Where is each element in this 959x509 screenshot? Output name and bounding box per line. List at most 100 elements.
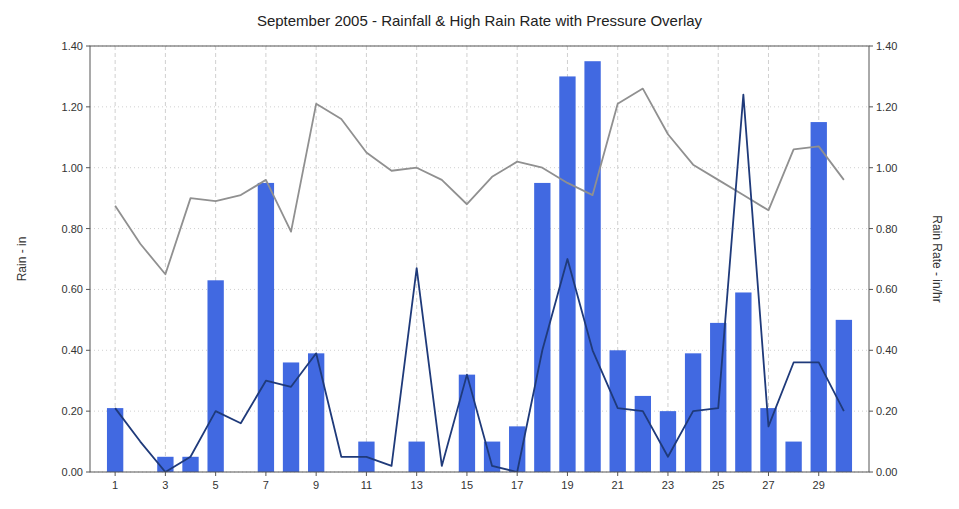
x-tick-label: 29 xyxy=(813,479,825,491)
x-tick-label: 19 xyxy=(561,479,573,491)
y2-tick-label: 0.60 xyxy=(876,283,897,295)
x-tick-label: 13 xyxy=(411,479,423,491)
x-tick xyxy=(265,472,266,476)
bar xyxy=(258,183,274,472)
bar xyxy=(811,122,827,472)
y-axis-label: Rain - in xyxy=(15,237,29,282)
bar xyxy=(785,442,801,472)
line xyxy=(115,95,844,472)
y-tick xyxy=(86,106,90,107)
x-tick xyxy=(416,472,417,476)
axes: 13579111315171921232527290.000.200.400.6… xyxy=(62,40,898,491)
line xyxy=(115,89,844,275)
bar xyxy=(836,320,852,472)
y-tick xyxy=(86,350,90,351)
y-tick-label: 0.00 xyxy=(62,466,83,478)
x-grid-line xyxy=(416,46,417,472)
y-tick xyxy=(86,228,90,229)
bar xyxy=(635,396,651,472)
y2-tick-label: 0.40 xyxy=(876,344,897,356)
x-tick xyxy=(667,472,668,476)
y2-tick xyxy=(869,472,873,473)
y-tick-label: 0.40 xyxy=(62,344,83,356)
chart: 13579111315171921232527290.000.200.400.6… xyxy=(0,0,959,509)
y2-tick-label: 1.40 xyxy=(876,40,897,52)
x-tick xyxy=(215,472,216,476)
bar xyxy=(459,375,475,472)
x-tick xyxy=(517,472,518,476)
x-grid-line xyxy=(517,46,518,472)
y2-tick xyxy=(869,167,873,168)
x-tick xyxy=(115,472,116,476)
y-grid-line xyxy=(90,106,869,107)
bar xyxy=(584,61,600,472)
x-tick xyxy=(567,472,568,476)
y2-axis-label: Rain Rate - in/hr xyxy=(930,215,944,302)
bar xyxy=(207,280,223,472)
y2-tick xyxy=(869,350,873,351)
x-tick xyxy=(768,472,769,476)
x-tick xyxy=(165,472,166,476)
y-tick xyxy=(86,289,90,290)
x-tick-label: 9 xyxy=(313,479,319,491)
y2-tick xyxy=(869,228,873,229)
marks xyxy=(107,61,852,472)
plot-frame xyxy=(90,46,869,472)
x-tick-label: 7 xyxy=(263,479,269,491)
y-tick-label: 1.40 xyxy=(62,40,83,52)
x-tick-label: 21 xyxy=(612,479,624,491)
y2-tick xyxy=(869,411,873,412)
x-tick xyxy=(466,472,467,476)
y-tick xyxy=(86,46,90,47)
bar xyxy=(610,350,626,472)
bar xyxy=(735,292,751,472)
y-tick xyxy=(86,167,90,168)
x-tick-label: 25 xyxy=(712,479,724,491)
y-tick-label: 0.60 xyxy=(62,283,83,295)
x-grid-line xyxy=(366,46,367,472)
bar xyxy=(660,411,676,472)
y2-tick xyxy=(869,106,873,107)
y-tick-label: 1.00 xyxy=(62,162,83,174)
bar xyxy=(409,442,425,472)
bar xyxy=(182,457,198,472)
x-tick-label: 11 xyxy=(361,479,372,491)
y-tick xyxy=(86,411,90,412)
x-tick-label: 17 xyxy=(511,479,523,491)
y2-tick-label: 0.00 xyxy=(876,466,897,478)
x-grid-line xyxy=(165,46,166,472)
bar xyxy=(308,353,324,472)
x-tick-label: 27 xyxy=(762,479,774,491)
y-tick-label: 0.20 xyxy=(62,405,83,417)
y-tick xyxy=(86,472,90,473)
y-grid-line xyxy=(90,350,869,351)
y-grid-line xyxy=(90,289,869,290)
x-grid-line xyxy=(667,46,668,472)
y-grid-line xyxy=(90,228,869,229)
x-tick-label: 23 xyxy=(662,479,674,491)
x-tick xyxy=(718,472,719,476)
bar xyxy=(559,76,575,472)
x-tick xyxy=(366,472,367,476)
y2-tick-label: 0.80 xyxy=(876,223,897,235)
x-tick-label: 15 xyxy=(461,479,473,491)
y2-tick-label: 1.20 xyxy=(876,101,897,113)
x-tick xyxy=(818,472,819,476)
x-tick-label: 3 xyxy=(162,479,168,491)
y2-tick-label: 1.00 xyxy=(876,162,897,174)
x-tick xyxy=(617,472,618,476)
y-grid-line xyxy=(90,167,869,168)
y-tick-label: 0.80 xyxy=(62,223,83,235)
x-tick-label: 1 xyxy=(112,479,118,491)
x-tick-label: 5 xyxy=(213,479,219,491)
grid xyxy=(90,46,869,472)
y2-tick xyxy=(869,289,873,290)
y-tick-label: 1.20 xyxy=(62,101,83,113)
x-tick xyxy=(316,472,317,476)
bar xyxy=(509,426,525,472)
y2-tick xyxy=(869,46,873,47)
title: September 2005 - Rainfall & High Rain Ra… xyxy=(257,12,703,29)
y-grid-line xyxy=(90,411,869,412)
y2-tick-label: 0.20 xyxy=(876,405,897,417)
bar xyxy=(107,408,123,472)
